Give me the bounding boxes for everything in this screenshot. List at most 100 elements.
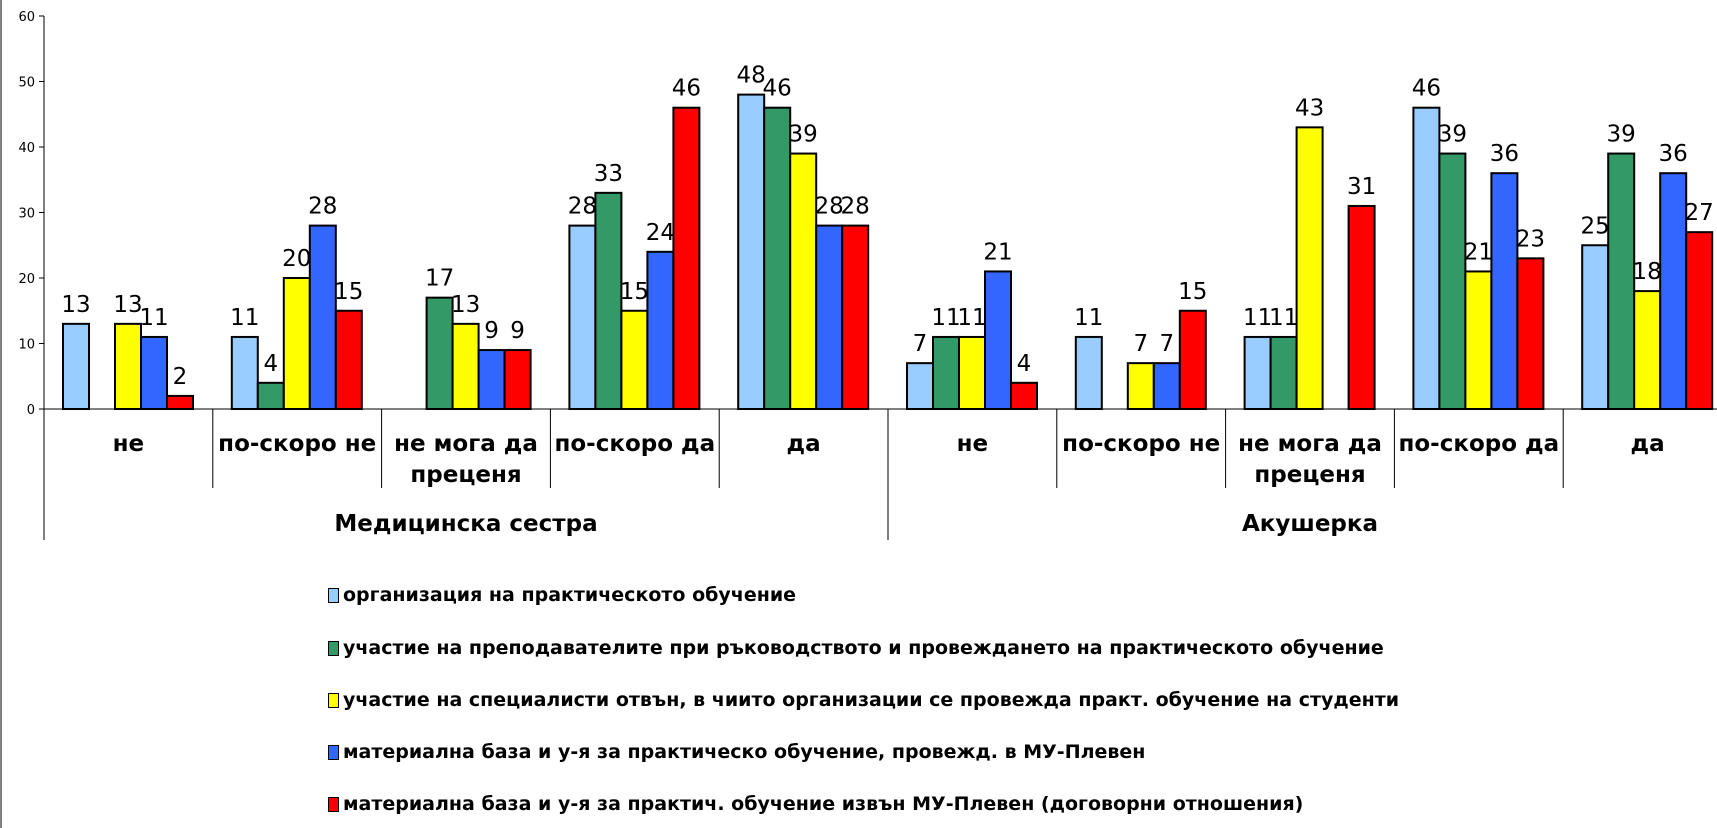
- data-label: 4: [1017, 351, 1032, 377]
- bar: [166, 394, 194, 410]
- data-label: 11: [1074, 305, 1103, 331]
- bar: [984, 270, 1012, 411]
- data-label: 9: [484, 318, 499, 344]
- data-label: 48: [737, 63, 766, 89]
- legend-label: участие на преподавателите при ръководст…: [343, 637, 1384, 659]
- bar: [1659, 172, 1688, 410]
- data-label: 15: [334, 279, 363, 305]
- category-label: по-скоро не: [218, 431, 376, 457]
- bar: [1581, 244, 1610, 410]
- data-label: 4: [263, 351, 278, 377]
- bar: [230, 335, 259, 411]
- legend-label: материална база и у-я за практическо обу…: [343, 741, 1146, 763]
- bar: [646, 250, 675, 410]
- data-label: 15: [1178, 279, 1207, 305]
- legend-item: участие на специалисти отвън, в чиито ор…: [328, 688, 1399, 712]
- group-label: Акушерка: [1242, 511, 1378, 537]
- data-label: 18: [1633, 259, 1662, 285]
- data-label: 46: [1412, 76, 1441, 102]
- data-label: 39: [1438, 122, 1467, 148]
- bar: [1152, 362, 1181, 410]
- bar: [568, 224, 597, 410]
- bar: [815, 224, 844, 410]
- bar: [620, 309, 649, 410]
- legend-swatch: [328, 640, 339, 656]
- data-label: 7: [913, 331, 928, 357]
- legend-label: организация на практическото обучение: [343, 584, 797, 606]
- data-label: 11: [139, 305, 168, 331]
- y-tick-label: 0: [27, 403, 35, 418]
- bar: [763, 106, 792, 410]
- category-label: не: [957, 431, 989, 457]
- bar: [1074, 335, 1103, 411]
- data-label: 28: [308, 194, 337, 220]
- bar: [1438, 152, 1467, 410]
- bar: [1516, 257, 1545, 410]
- category-label: не мога да: [1238, 431, 1382, 457]
- y-tick-label: 10: [18, 338, 35, 353]
- legend-item: участие на преподавателите при ръководст…: [328, 636, 1384, 660]
- bar: [1126, 362, 1155, 410]
- data-label: 27: [1685, 200, 1714, 226]
- category-label: да: [787, 431, 821, 457]
- bar: [114, 322, 142, 411]
- category-label: по-скоро да: [1398, 431, 1559, 457]
- legend-item: материална база и у-я за практич. обучен…: [328, 792, 1303, 816]
- y-tick-label: 60: [18, 10, 35, 25]
- bar: [1178, 309, 1207, 410]
- legend-swatch: [328, 744, 339, 760]
- category-label: по-скоро не: [1062, 431, 1220, 457]
- bar: [737, 93, 766, 410]
- bar: [282, 277, 311, 410]
- data-label: 25: [1581, 213, 1610, 239]
- legend-item: материална база и у-я за практическо обу…: [328, 740, 1145, 764]
- legend-item: организация на практическото обучение: [328, 583, 796, 607]
- data-label: 11: [1269, 305, 1298, 331]
- legend-label: материална база и у-я за практич. обучен…: [343, 793, 1304, 815]
- data-label: 36: [1490, 141, 1519, 167]
- bar: [958, 335, 986, 411]
- y-tick-label: 30: [18, 207, 35, 222]
- legend-label: участие на специалисти отвън, в чиито ор…: [343, 689, 1400, 711]
- bar: [334, 309, 363, 410]
- data-label: 23: [1516, 226, 1545, 252]
- bar: [1607, 152, 1636, 410]
- data-label: 13: [451, 292, 480, 318]
- y-tick-label: 50: [18, 76, 35, 91]
- bar: [932, 335, 960, 411]
- category-label: не: [113, 431, 145, 457]
- bar: [1243, 335, 1272, 411]
- bar: [1269, 335, 1298, 411]
- data-label: 11: [1243, 305, 1272, 331]
- category-label: преценя: [1254, 462, 1365, 488]
- data-label: 17: [425, 266, 454, 292]
- category-label: не мога да: [394, 431, 538, 457]
- data-label: 36: [1659, 141, 1688, 167]
- data-label: 11: [931, 305, 960, 331]
- data-label: 11: [957, 305, 986, 331]
- data-label: 46: [672, 76, 701, 102]
- data-label: 13: [113, 292, 142, 318]
- legend-swatch: [328, 587, 339, 603]
- bar: [140, 335, 168, 411]
- data-label: 43: [1295, 95, 1324, 121]
- bar: [62, 322, 90, 411]
- data-label: 9: [510, 318, 525, 344]
- bar: [1490, 172, 1519, 410]
- bar: [1347, 204, 1376, 410]
- group-label: Медицинска сестра: [334, 511, 597, 537]
- data-label: 28: [568, 194, 597, 220]
- category-label: да: [1631, 431, 1665, 457]
- y-tick-label: 40: [18, 141, 35, 156]
- category-label: по-скоро да: [554, 431, 715, 457]
- bar: [425, 296, 454, 410]
- bar: [477, 349, 506, 410]
- data-label: 21: [1464, 239, 1493, 265]
- bar: [1010, 381, 1038, 410]
- data-label: 21: [983, 239, 1012, 265]
- legend-swatch: [328, 796, 339, 812]
- data-label: 20: [282, 246, 311, 272]
- bar: [789, 152, 818, 410]
- data-label: 15: [620, 279, 649, 305]
